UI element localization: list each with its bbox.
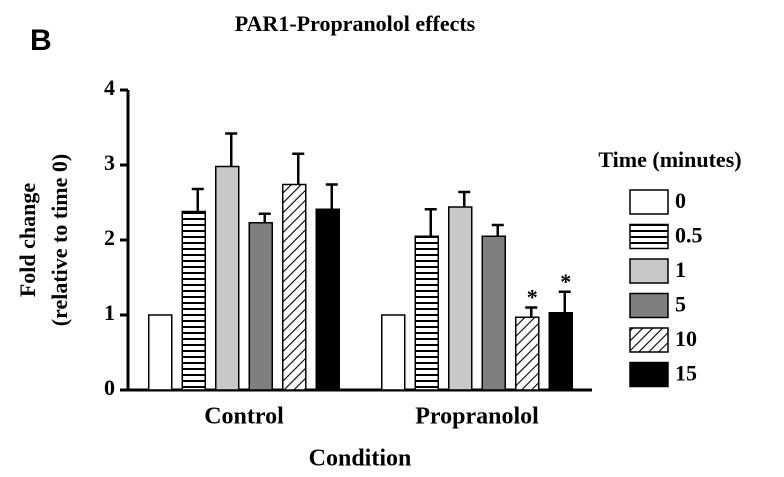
legend-title: Time (minutes) — [598, 147, 741, 172]
legend-swatch — [629, 223, 669, 250]
error-bar — [491, 223, 504, 237]
error-bar — [258, 212, 271, 223]
error-bar — [191, 187, 204, 212]
bar — [481, 235, 506, 391]
significance-marker: * — [527, 285, 538, 310]
bar — [315, 208, 340, 391]
bar — [181, 210, 206, 391]
x-tick-label: Propranolol — [415, 404, 539, 430]
legend-label: 10 — [675, 326, 697, 351]
y-tick-label: 4 — [104, 75, 115, 100]
x-axis-label: Condition — [309, 446, 412, 472]
bar — [448, 206, 473, 391]
y-tick-label: 1 — [104, 300, 115, 325]
bar — [515, 316, 540, 391]
bar — [282, 183, 307, 391]
bar — [548, 312, 573, 391]
legend-swatch — [629, 189, 669, 215]
legend-swatch — [629, 327, 669, 353]
panel-label: B — [30, 24, 52, 57]
legend-label: 1 — [675, 257, 686, 282]
y-axis-label: Fold change — [15, 183, 40, 298]
x-tick-label: Control — [204, 404, 284, 430]
error-bar — [424, 208, 437, 237]
bar — [215, 165, 240, 391]
bar — [148, 314, 173, 391]
error-bar — [325, 183, 338, 210]
y-tick-label: 3 — [104, 150, 115, 175]
legend-label: 0 — [675, 188, 686, 213]
legend-swatch — [629, 258, 669, 284]
chart-title: PAR1-Propranolol effects — [235, 11, 476, 36]
bar — [414, 235, 439, 391]
bar — [248, 222, 273, 391]
legend-label: 5 — [675, 292, 686, 317]
legend-label: 0.5 — [675, 223, 703, 248]
significance-marker: * — [560, 269, 571, 294]
legend-swatch — [629, 292, 669, 319]
y-tick-label: 0 — [104, 375, 115, 400]
error-bar — [525, 306, 538, 318]
error-bar — [558, 290, 571, 313]
legend-swatch — [629, 361, 669, 388]
error-bar — [458, 190, 471, 207]
bar — [381, 314, 406, 391]
y-tick-label: 2 — [104, 225, 115, 250]
error-bar — [292, 152, 305, 185]
error-bar — [225, 132, 238, 167]
legend-label: 15 — [675, 361, 697, 386]
y-axis-label: (relative to time 0) — [47, 154, 72, 326]
